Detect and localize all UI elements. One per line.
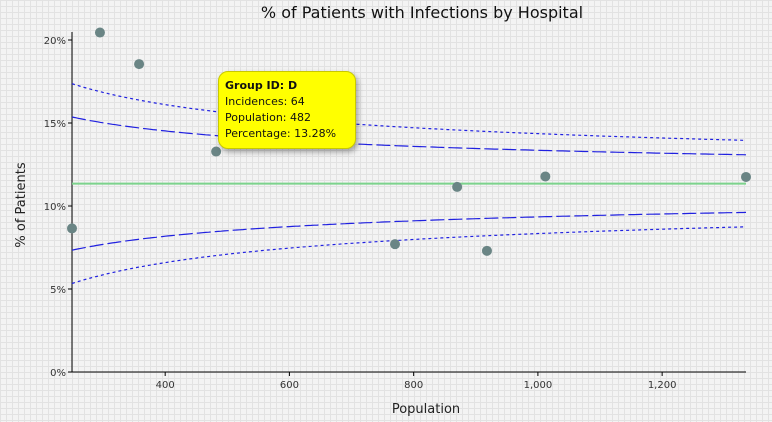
data-point[interactable] (452, 181, 463, 192)
data-point[interactable] (390, 239, 401, 250)
data-points (67, 27, 751, 256)
data-point[interactable] (134, 59, 145, 70)
y-tick-label: 5% (50, 285, 66, 296)
data-point[interactable] (211, 146, 222, 157)
y-tick-label: 15% (44, 119, 66, 130)
data-point[interactable] (67, 223, 77, 234)
y-tick-label: 20% (44, 36, 66, 47)
control-limit-95-upper (71, 116, 747, 156)
x-tick-label: 1,200 (648, 380, 677, 391)
tooltip-percentage: Percentage: 13.28% (225, 127, 337, 140)
control-limit-95-lower (71, 211, 747, 251)
point-tooltip: Group ID: D Incidences: 64 Population: 4… (218, 71, 356, 149)
y-axis-label: % of Patients (14, 162, 29, 247)
chart-title: % of Patients with Infections by Hospita… (261, 3, 583, 22)
y-tick-label: 0% (50, 368, 66, 379)
axes: 0% 5% 10% 15% 20% 400 600 800 1,000 1,200 (44, 32, 746, 391)
x-axis-label: Population (392, 402, 460, 417)
data-point[interactable] (741, 171, 751, 182)
data-point[interactable] (94, 27, 105, 38)
tooltip-incidences: Incidences: 64 (225, 95, 305, 108)
y-tick-label: 10% (44, 202, 66, 213)
x-tick-label: 400 (156, 380, 175, 391)
x-tick-label: 1,000 (524, 380, 553, 391)
control-limit-99-upper (71, 83, 747, 141)
data-point[interactable] (481, 245, 492, 256)
x-tick-label: 800 (404, 380, 423, 391)
tooltip-title: Group ID: D (225, 79, 298, 92)
control-limits (71, 83, 747, 285)
tooltip-population: Population: 482 (225, 111, 311, 124)
data-point[interactable] (540, 171, 551, 182)
control-limit-99-lower (71, 226, 747, 285)
x-tick-label: 600 (280, 380, 299, 391)
